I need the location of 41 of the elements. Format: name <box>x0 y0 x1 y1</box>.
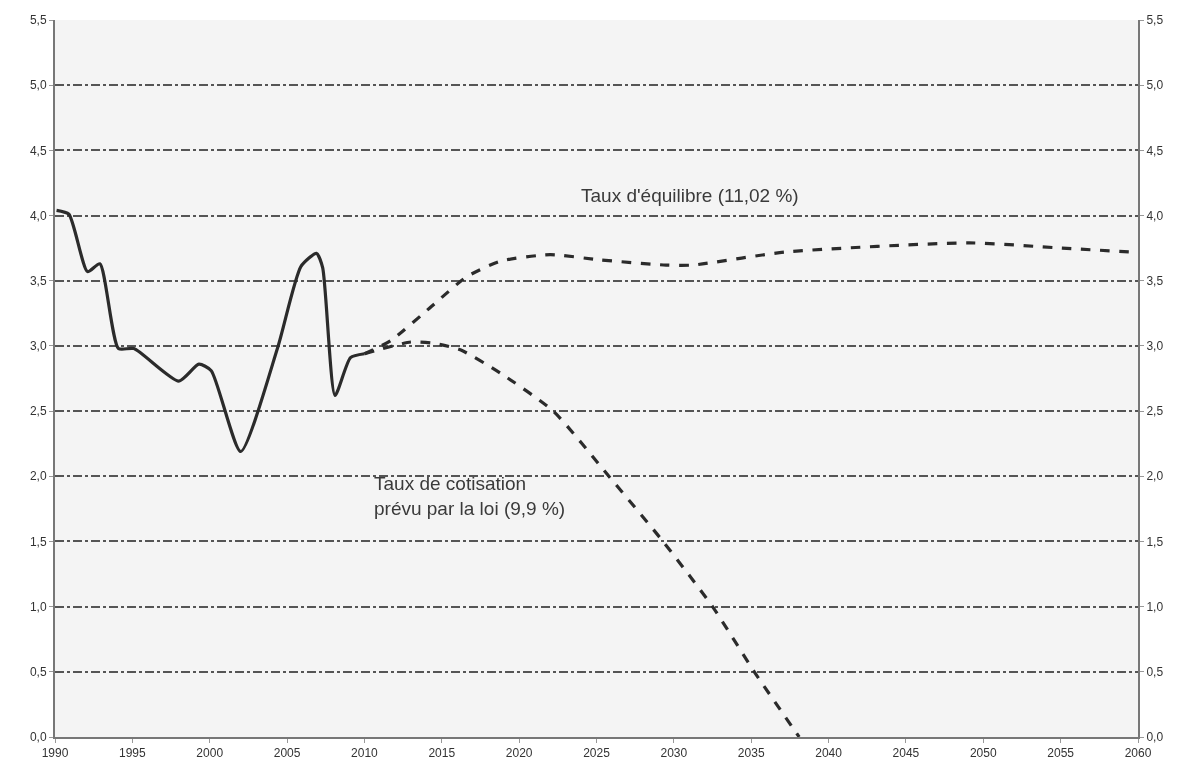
y-tick-label: 1,5 <box>29 534 47 549</box>
x-tick-label: 2060 <box>1124 746 1152 761</box>
y2-tick-label: 3,5 <box>1146 273 1164 288</box>
x-tick-label: 2040 <box>815 746 843 761</box>
annotation: Taux de cotisation prévu par la loi (9,9 %) <box>374 473 566 519</box>
y-tick-label: 4,5 <box>29 143 47 158</box>
y2-tick-label: 4,5 <box>1146 143 1164 158</box>
x-tick-label: 1995 <box>119 746 147 761</box>
y-tick-label: 2,5 <box>29 404 47 419</box>
x-tick-label: 1990 <box>41 746 69 761</box>
x-tick-label: 2045 <box>892 746 920 761</box>
y2-tick-label: 4,0 <box>1146 208 1164 223</box>
y2-tick-label: 1,0 <box>1146 599 1164 614</box>
y-tick-label: 0,0 <box>29 730 47 745</box>
y-tick-label: 5,5 <box>29 13 47 28</box>
x-tick-label: 2055 <box>1047 746 1075 761</box>
y-tick-label: 0,5 <box>29 665 47 680</box>
x-tick-label: 2005 <box>273 746 301 761</box>
y2-tick-label: 0,5 <box>1146 665 1164 680</box>
x-tick-label: 2050 <box>969 746 997 761</box>
x-tick-label: 2015 <box>428 746 456 761</box>
y2-tick-label: 1,5 <box>1146 534 1164 549</box>
y-tick-label: 4,0 <box>29 208 47 223</box>
annotation: Taux d'équilibre (11,02 %) <box>581 185 799 206</box>
x-tick-label: 2035 <box>737 746 765 761</box>
y-tick-label: 3,5 <box>29 273 47 288</box>
y-tick-label: 5,0 <box>29 78 47 93</box>
y2-tick-label: 3,0 <box>1146 339 1164 354</box>
x-tick-label: 2025 <box>583 746 611 761</box>
y2-tick-label: 5,5 <box>1146 13 1164 28</box>
y2-tick-label: 0,0 <box>1146 730 1164 745</box>
y-tick-label: 2,0 <box>29 469 47 484</box>
x-tick-label: 2020 <box>505 746 533 761</box>
y2-tick-label: 2,0 <box>1146 469 1164 484</box>
y2-tick-label: 5,0 <box>1146 78 1164 93</box>
y2-tick-label: 2,5 <box>1146 404 1164 419</box>
y-tick-label: 1,0 <box>29 599 47 614</box>
x-tick-label: 2000 <box>196 746 224 761</box>
x-tick-label: 2010 <box>351 746 379 761</box>
y-tick-label: 3,0 <box>29 339 47 354</box>
x-tick-label: 2030 <box>660 746 688 761</box>
